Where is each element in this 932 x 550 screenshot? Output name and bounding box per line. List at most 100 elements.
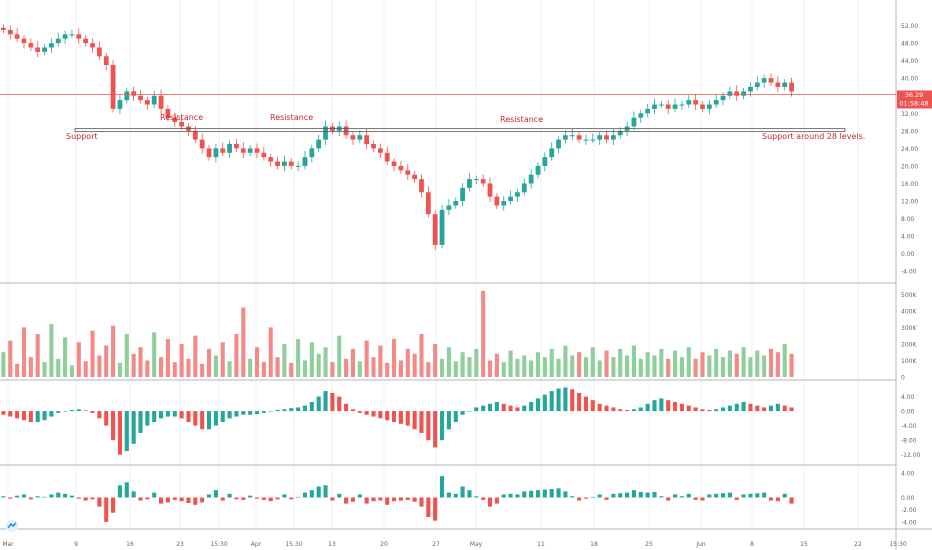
volume-bar: [775, 352, 780, 377]
osc2-bar: [782, 493, 787, 498]
time-tick-label: 15: [800, 541, 808, 548]
osc1-bar: [371, 411, 376, 417]
osc2-bar: [63, 493, 68, 498]
candle-body: [371, 144, 376, 149]
osc1-bar: [69, 410, 75, 412]
volume-bar: [234, 333, 239, 377]
resistance-label-2[interactable]: Resistance: [270, 113, 313, 122]
osc2-bar: [673, 494, 678, 498]
volume-bar: [124, 333, 129, 377]
tradingview-logo-icon[interactable]: [6, 520, 18, 532]
candle-body: [220, 148, 226, 153]
osc1-ticks-label: -12.00: [901, 452, 921, 459]
candle-body: [213, 148, 219, 158]
price-ticks-label: 48.00: [901, 41, 918, 48]
last-price-label[interactable]: 36.29 01:58:48: [897, 90, 932, 109]
volume-bar: [172, 362, 177, 377]
candle-body: [741, 91, 746, 96]
osc2-bar: [700, 497, 705, 501]
osc1-bar: [666, 400, 671, 412]
volume-bar: [28, 357, 33, 377]
osc2-bar: [69, 495, 75, 498]
volume-bar: [35, 333, 40, 377]
volume-bar: [474, 348, 479, 377]
candle-body: [439, 209, 445, 245]
osc1-bar: [720, 407, 726, 412]
candle-body: [227, 144, 232, 153]
osc2-bar: [419, 497, 424, 507]
osc1-ticks-label: 4.00: [901, 394, 915, 401]
candle-body: [528, 174, 534, 184]
volume-bar: [467, 357, 472, 377]
candle-body: [501, 201, 507, 206]
volume-bar: [412, 353, 417, 377]
candle-body: [247, 148, 253, 153]
osc1-bar: [350, 409, 356, 412]
resistance-label-1[interactable]: Resistance: [160, 113, 203, 122]
candle-body: [7, 29, 13, 35]
osc1-bar: [248, 411, 253, 415]
price-axis-ticks[interactable]: 52.00 48.00 44.00 40.00 32.00 28.00 24.00 20.00…: [901, 23, 918, 276]
candle-body: [631, 117, 637, 127]
volume-bars: [1, 290, 794, 377]
volume-bar: [460, 352, 465, 377]
osc2-bar: [604, 497, 609, 500]
osc2-bar: [124, 482, 129, 498]
candle-body: [549, 148, 555, 158]
osc2-bar: [714, 493, 719, 498]
volume-bar: [666, 358, 671, 377]
candle-body: [14, 34, 20, 39]
osc1-bar: [501, 403, 506, 412]
volume-bar: [714, 348, 719, 377]
osc2-bar: [8, 497, 13, 499]
candle-body: [90, 43, 95, 48]
osc2-axis-ticks[interactable]: 4.00 0.00 -2.00 -4.00: [901, 471, 917, 527]
volume-bar: [522, 355, 527, 377]
volume-bar: [638, 358, 643, 377]
price-ticks-label: 28.00: [901, 128, 918, 135]
osc1-bar: [42, 411, 47, 421]
osc1-axis-ticks[interactable]: 4.00 0.00 -4.00 -8.00 -12.00: [901, 394, 921, 459]
osc1-bar: [467, 411, 472, 412]
volume-bar: [254, 347, 260, 377]
vol-ticks-label: 200K: [901, 341, 917, 348]
volume-bar: [741, 347, 746, 377]
osc1-bar: [104, 411, 109, 426]
volume-bar: [323, 347, 328, 377]
volume-axis-ticks[interactable]: 500K 400K 300K 200K 100K 0: [901, 292, 917, 382]
osc1-ticks-label: 0.00: [901, 409, 915, 416]
grid-lines: [7, 0, 899, 528]
volume-bar: [248, 358, 253, 377]
resistance-label-3[interactable]: Resistance: [500, 115, 543, 124]
candle-body: [453, 201, 459, 206]
candle-body: [343, 126, 349, 136]
osc1-bar: [433, 411, 438, 448]
candle-body: [590, 139, 596, 141]
osc1-bar: [398, 411, 403, 424]
osc2-bar: [296, 496, 301, 498]
osc1-bar: [159, 411, 164, 419]
osc2-bar: [494, 497, 499, 504]
volume-bar: [8, 340, 13, 377]
osc2-bar: [97, 497, 102, 507]
candle-body: [727, 91, 733, 96]
volume-bar: [789, 353, 794, 377]
candle-body: [535, 165, 541, 175]
support-left-label[interactable]: Support: [66, 132, 98, 141]
candle-body: [158, 95, 164, 109]
candle-body: [172, 117, 178, 123]
time-axis-ticks[interactable]: Mar 9 16 23 15:30 Apr 15:30 13 20 27 May 11 18 25 Jun 8…: [2, 541, 906, 548]
volume-bar: [241, 307, 246, 377]
price-ticks-label: 12.00: [901, 199, 918, 206]
osc1-bar: [755, 405, 760, 412]
volume-bar: [673, 350, 678, 377]
osc1-ticks-label: -4.00: [901, 423, 917, 430]
osc2-bar: [734, 497, 739, 500]
candle-body: [460, 187, 466, 202]
support-zone[interactable]: [74, 128, 846, 133]
osc1-bar: [357, 411, 362, 413]
support-right-label[interactable]: Support around 28 levels.: [762, 132, 865, 141]
osc2-bar: [350, 497, 356, 502]
candle-body: [700, 104, 705, 109]
